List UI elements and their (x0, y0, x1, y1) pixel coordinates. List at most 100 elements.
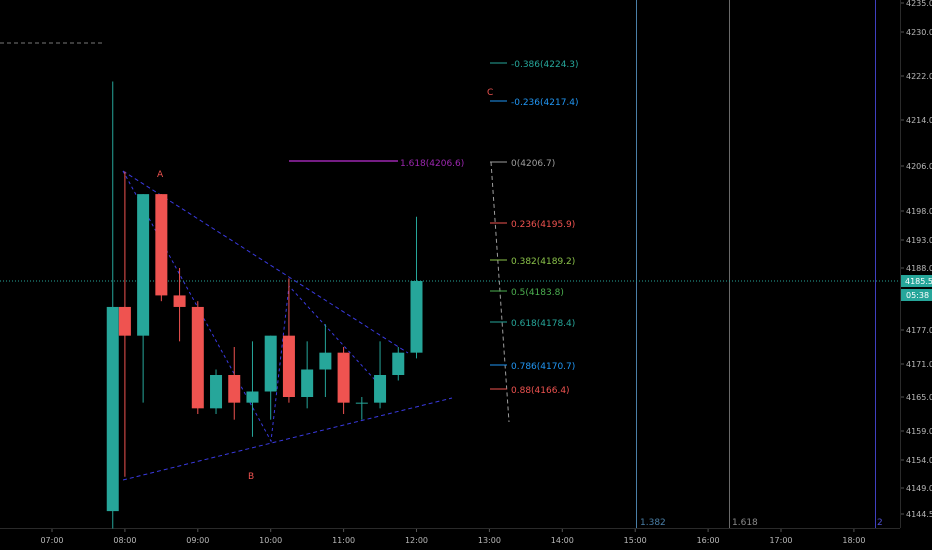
candle-body (246, 391, 259, 403)
fib-level-0[interactable]: 0(4206.7) (490, 159, 555, 169)
time-tick-label: 14:00 (551, 536, 574, 545)
fib-extension-1618[interactable]: 1.618(4206.6) (289, 159, 464, 169)
time-axis[interactable]: 07:00 08:00 09:00 10:00 11:00 12:00 13:00 14:00… (40, 529, 865, 545)
candle-body (355, 402, 368, 404)
price-tick-label: 4177.0 (906, 326, 932, 335)
candle (137, 194, 150, 403)
abcd-pattern-line (122, 170, 377, 443)
candle (264, 335, 277, 420)
candle-body (106, 306, 119, 512)
price-tick-label: 4165.0 (906, 393, 932, 402)
price-tick-label: 4159.0 (906, 427, 932, 436)
candle-body (410, 281, 423, 353)
price-tick-label: 4154.0 (906, 456, 932, 465)
candle (301, 341, 314, 409)
time-tick-label: 17:00 (769, 536, 792, 545)
candle (410, 216, 423, 359)
time-tick-label: 13:00 (478, 536, 501, 545)
candle-body (374, 375, 387, 403)
price-tick-label: 4144.5 (906, 510, 932, 519)
candle (355, 397, 368, 420)
time-tick-label: 08:00 (113, 536, 136, 545)
pattern-point-a: A (157, 170, 164, 180)
fib-label: -0.236(4217.4) (511, 98, 579, 108)
candle (210, 369, 223, 414)
fib-label: 0.5(4183.8) (511, 288, 564, 298)
price-tick-label: 4193.0 (906, 236, 932, 245)
fib-label: 0(4206.7) (511, 159, 555, 169)
price-tick-label: 4214.0 (906, 116, 932, 125)
countdown-badge (901, 289, 932, 301)
fib-level-m0386[interactable]: -0.386(4224.3) (490, 60, 579, 70)
candle-body (210, 375, 223, 409)
candle-body (282, 335, 295, 397)
candle-body (191, 306, 204, 409)
candle (374, 341, 387, 409)
pattern-point-b: B (248, 472, 254, 482)
time-tick-label: 09:00 (186, 536, 209, 545)
pattern-point-c: C (487, 88, 493, 98)
candle (319, 324, 332, 397)
time-tick-label: 10:00 (259, 536, 282, 545)
price-axis[interactable]: 4235.0 4230.0 4222.0 4214.0 4206.0 4198.0 4193… (901, 0, 932, 519)
fib-label: -0.386(4224.3) (511, 60, 579, 70)
price-tick-label: 4206.0 (906, 162, 932, 171)
time-tick-label: 12:00 (405, 536, 428, 545)
price-tick-label: 4222.0 (906, 72, 932, 81)
fib-level-0786[interactable]: 0.786(4170.7) (490, 362, 575, 372)
candle (155, 194, 168, 302)
fib-label: 0.382(4189.2) (511, 257, 575, 267)
countdown-value: 05:38 (906, 291, 929, 300)
candle (337, 347, 350, 414)
time-fib-label-1618: 1.618 (732, 518, 758, 528)
fib-label: 0.786(4170.7) (511, 362, 575, 372)
candle (392, 347, 405, 381)
candle (118, 171, 131, 477)
time-tick-label: 07:00 (40, 536, 63, 545)
fib-level-0618[interactable]: 0.618(4178.4) (490, 319, 575, 329)
candle-body (319, 352, 332, 370)
fib-label: 1.618(4206.6) (400, 159, 464, 169)
price-tick-label: 4171.0 (906, 360, 932, 369)
candle (228, 347, 241, 420)
candles-group (106, 81, 423, 529)
candle (173, 268, 186, 342)
fib-label: 0.88(4166.4) (511, 386, 570, 396)
candle-body (173, 295, 186, 307)
fib-level-m0236[interactable]: -0.236(4217.4) (490, 98, 579, 108)
fib-level-0382[interactable]: 0.382(4189.2) (490, 257, 575, 267)
candle-body (301, 369, 314, 397)
candle (191, 301, 204, 414)
fib-level-05[interactable]: 0.5(4183.8) (490, 288, 564, 298)
candle (106, 81, 119, 529)
candle-body (337, 352, 350, 403)
last-price-badge (901, 275, 932, 287)
time-fib-label-1382: 1.382 (640, 518, 666, 528)
fib-level-088[interactable]: 0.88(4166.4) (490, 386, 570, 396)
triangle-lower-line (122, 397, 453, 481)
price-tick-label: 4149.0 (906, 484, 932, 493)
time-tick-label: 15:00 (624, 536, 647, 545)
time-tick-label: 11:00 (332, 536, 355, 545)
time-tick-label: 18:00 (842, 536, 865, 545)
last-price-value: 4185.5 (905, 277, 932, 286)
candle-body (118, 306, 131, 336)
candle-body (228, 375, 241, 403)
fib-level-0236[interactable]: 0.236(4195.9) (490, 220, 575, 230)
candle-body (392, 352, 405, 375)
candle-body (137, 194, 150, 336)
time-fib-label-2: 2 (877, 518, 883, 528)
candle-body (264, 335, 277, 392)
time-tick-label: 16:00 (697, 536, 720, 545)
fib-label: 0.236(4195.9) (511, 220, 575, 230)
triangle-upper-line (122, 170, 409, 354)
price-tick-label: 4235.0 (906, 0, 932, 8)
price-tick-label: 4188.0 (906, 264, 932, 273)
fib-label: 0.618(4178.4) (511, 319, 575, 329)
price-tick-label: 4230.0 (906, 28, 932, 37)
candle (282, 278, 295, 403)
price-tick-label: 4198.0 (906, 207, 932, 216)
candle (246, 341, 259, 437)
fib-trend-line (490, 161, 510, 423)
